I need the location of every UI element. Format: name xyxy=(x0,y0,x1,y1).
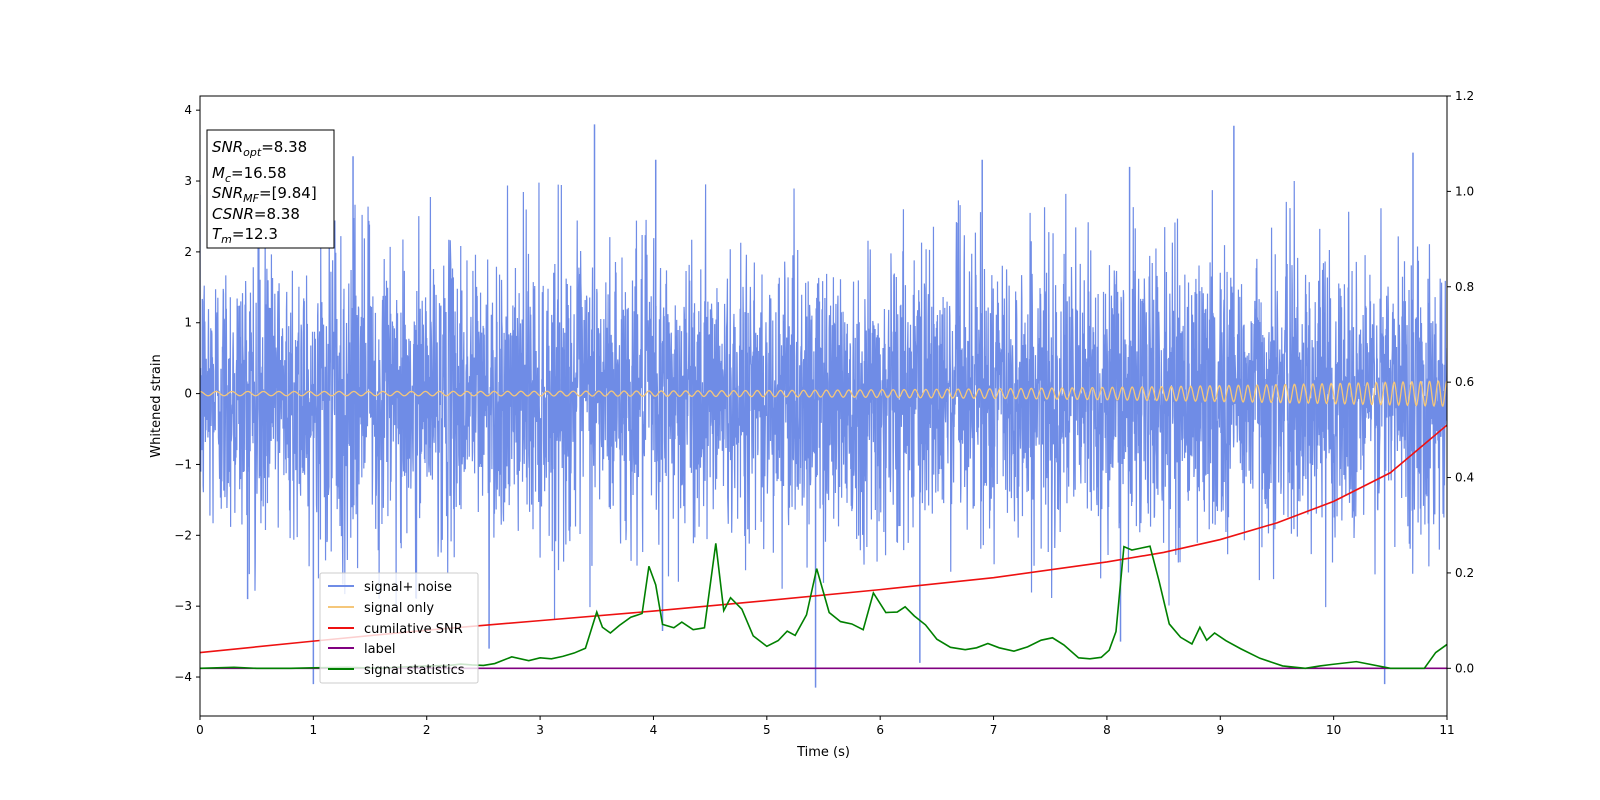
y-axis-label: Whitened strain xyxy=(149,354,164,457)
svg-text:signal statistics: signal statistics xyxy=(364,663,465,678)
info-csnr: CSNR=8.38 xyxy=(212,205,300,223)
y-tick-label: 2 xyxy=(184,245,192,259)
info-snr-mf: SNRMF=[9.84] xyxy=(212,184,317,205)
plot-frame xyxy=(199,95,1448,717)
y-tick-label: 0 xyxy=(184,387,192,401)
y2-tick-label: 1.0 xyxy=(1455,184,1474,198)
info-box: SNRopt=8.38 Mc=16.58 SNRMF=[9.84] CSNR=8… xyxy=(206,129,335,249)
svg-text:signal only: signal only xyxy=(364,601,434,616)
x-tick-label: 3 xyxy=(536,723,544,737)
x-tick-label: 6 xyxy=(876,723,884,737)
y2-tick-label: 0.6 xyxy=(1455,375,1474,389)
y-axis-right: 0.0 0.2 0.4 0.6 0.8 1.0 1.2 xyxy=(1447,89,1474,675)
info-snr-opt: SNRopt=8.38 xyxy=(212,138,307,159)
y-axis-left: −4 −3 −2 −1 0 1 2 3 4 xyxy=(174,103,200,684)
series-signal-only xyxy=(200,379,1447,408)
y-tick-label: −2 xyxy=(174,528,192,542)
y2-tick-label: 1.2 xyxy=(1455,89,1474,103)
y-tick-label: 3 xyxy=(184,174,192,188)
info-mc: Mc=16.58 xyxy=(212,164,287,185)
legend-entry-signal-noise: signal+ noise xyxy=(328,580,452,595)
y-tick-label: 4 xyxy=(184,103,192,117)
legend: signal+ noise signal only cumilative SNR… xyxy=(319,572,479,684)
x-tick-label: 0 xyxy=(196,723,204,737)
x-tick-label: 10 xyxy=(1326,723,1341,737)
x-tick-label: 1 xyxy=(310,723,318,737)
info-tm: Tm=12.3 xyxy=(212,225,278,246)
x-axis: 0 1 2 3 4 5 6 7 8 9 10 11 xyxy=(196,716,1455,737)
x-axis-label: Time (s) xyxy=(796,745,850,760)
legend-entry-label: label xyxy=(328,642,395,657)
y-tick-label: −4 xyxy=(174,670,192,684)
x-tick-label: 5 xyxy=(763,723,771,737)
y2-tick-label: 0.0 xyxy=(1455,661,1474,675)
y2-tick-label: 0.4 xyxy=(1455,471,1474,485)
legend-entry-cumulative-snr: cumilative SNR xyxy=(328,622,463,637)
x-tick-label: 4 xyxy=(650,723,658,737)
legend-entry-signal-statistics: signal statistics xyxy=(328,663,465,678)
svg-text:label: label xyxy=(364,642,395,657)
y2-tick-label: 0.8 xyxy=(1455,280,1474,294)
x-tick-label: 8 xyxy=(1103,723,1111,737)
series-signal-statistics xyxy=(200,543,1447,670)
x-tick-label: 7 xyxy=(990,723,998,737)
svg-text:signal+ noise: signal+ noise xyxy=(364,580,452,595)
x-tick-label: 9 xyxy=(1216,723,1224,737)
svg-text:cumilative SNR: cumilative SNR xyxy=(364,622,463,637)
legend-entry-signal-only: signal only xyxy=(328,601,434,616)
y2-tick-label: 0.2 xyxy=(1455,566,1474,580)
y-tick-label: −1 xyxy=(174,457,192,471)
y-tick-label: −3 xyxy=(174,599,192,613)
x-tick-label: 2 xyxy=(423,723,431,737)
x-tick-label: 11 xyxy=(1439,723,1454,737)
series-signal-noise xyxy=(200,181,1447,620)
legend-frame xyxy=(319,572,479,684)
y-tick-label: 1 xyxy=(184,316,192,330)
